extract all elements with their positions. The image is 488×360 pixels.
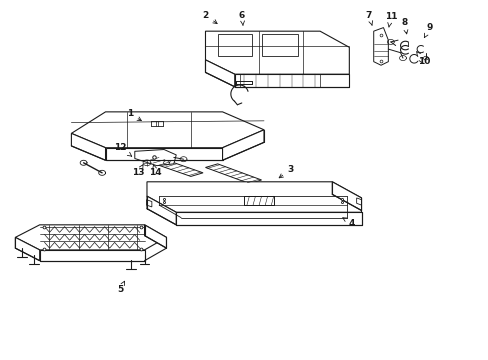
Polygon shape [205, 31, 348, 74]
Text: 11: 11 [384, 12, 396, 27]
Polygon shape [135, 149, 176, 166]
Text: 13: 13 [132, 165, 144, 177]
Text: 12: 12 [114, 143, 131, 156]
Text: 1: 1 [126, 109, 141, 121]
Polygon shape [147, 182, 361, 212]
Polygon shape [234, 74, 348, 87]
Polygon shape [176, 212, 361, 225]
Text: 6: 6 [239, 10, 244, 25]
Polygon shape [105, 148, 222, 160]
Polygon shape [205, 164, 261, 184]
Polygon shape [15, 225, 166, 250]
Text: 14: 14 [149, 165, 162, 177]
Polygon shape [144, 157, 203, 176]
Polygon shape [40, 250, 144, 261]
Polygon shape [147, 196, 176, 225]
Text: 7: 7 [365, 10, 372, 25]
Polygon shape [205, 60, 234, 87]
Polygon shape [222, 130, 264, 160]
Text: 3: 3 [279, 165, 293, 178]
Polygon shape [331, 182, 361, 211]
Text: 2: 2 [202, 10, 217, 24]
Polygon shape [71, 112, 264, 148]
Polygon shape [15, 237, 40, 261]
Text: 5: 5 [117, 281, 124, 294]
Text: 9: 9 [424, 23, 432, 38]
Text: 4: 4 [342, 218, 354, 228]
Polygon shape [144, 225, 166, 248]
Text: 8: 8 [401, 18, 407, 34]
Text: 10: 10 [416, 51, 429, 66]
Polygon shape [71, 134, 105, 160]
